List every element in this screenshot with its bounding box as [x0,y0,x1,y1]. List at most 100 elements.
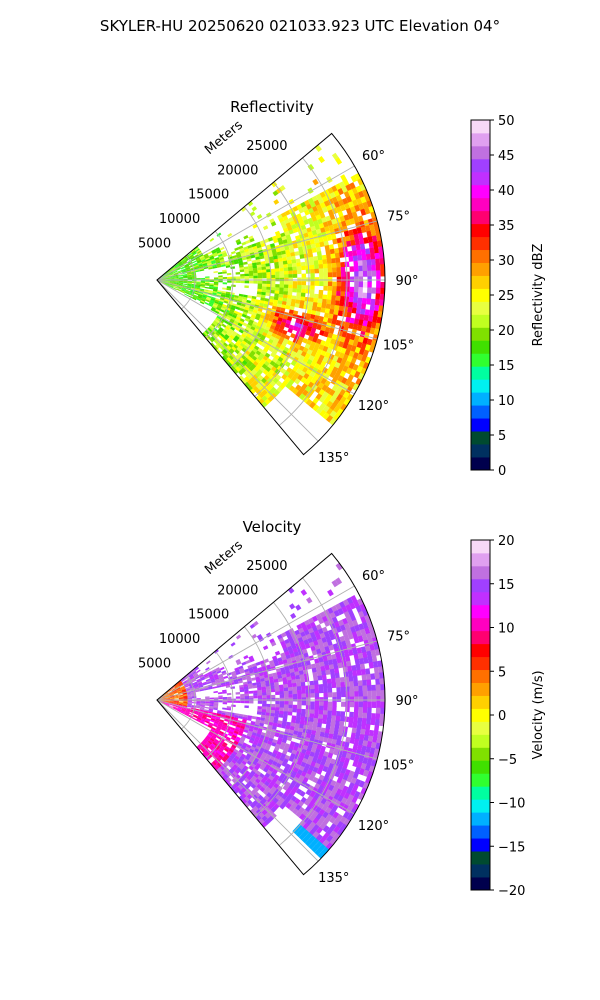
radar-cell [351,631,358,639]
radar-cell [172,707,177,711]
radar-cell [164,283,169,286]
radar-cell [283,270,289,275]
radar-cell [336,735,343,742]
radar-cell [302,396,310,403]
radar-cell [335,183,342,191]
radar-cell [335,157,343,165]
radar-cell [323,277,328,282]
radar-cell [239,318,245,323]
radar-cell [170,697,175,699]
radar-cell [226,305,232,310]
radar-cell [265,712,271,717]
radar-cell [210,728,216,732]
radar-cell [189,674,194,678]
radar-cell [332,413,341,421]
radar-cell [323,697,328,702]
radar-cell [342,811,350,819]
radar-cell [277,674,283,679]
radar-cell [238,260,243,264]
radar-cell [309,631,316,638]
radar-cell [224,729,230,733]
radar-cell [350,732,356,739]
radar-cell [204,750,210,755]
radar-cell [202,682,208,686]
radar-cell [174,264,179,268]
radar-cell [187,284,192,286]
radar-cell [217,252,223,256]
radar-cell [199,721,205,725]
radar-cell [215,668,221,673]
radar-cell [213,280,219,283]
radar-cell [161,701,166,704]
radar-cell [187,701,193,703]
radar-cell [257,775,263,782]
radar-cell [267,383,274,390]
radar-cell [348,255,354,262]
radar-cell [330,299,336,306]
radar-cell [262,789,269,796]
radar-cell [164,283,169,287]
radar-cell [236,722,242,726]
radar-cell [333,405,341,414]
radar-cell [161,281,166,284]
radar-cell [281,373,288,381]
radar-cell [264,806,271,813]
radar-cell [315,246,322,253]
radar-cell [218,700,223,703]
radar-cell [296,266,302,271]
radar-cell [288,281,293,285]
radar-cell [242,261,248,265]
radar-cell [331,318,337,325]
radar-cell [253,353,260,359]
radar-cell [274,287,280,291]
radar-cell [280,652,286,658]
radar-cell [353,712,359,718]
radar-cell [186,708,191,712]
radar-cell [353,297,358,304]
radar-cell [311,310,317,316]
radar-cell [165,697,170,699]
radar-cell [223,310,229,315]
radar-cell [165,282,170,285]
radar-cell [326,258,332,264]
radar-cell [195,256,200,260]
radar-cell [341,617,349,625]
radar-cell [214,318,220,323]
radar-cell [328,733,334,740]
radar-cell [187,252,193,257]
radar-cell [196,282,201,284]
radar-cell [322,398,330,406]
radar-cell [183,702,188,704]
radar-cell [305,701,311,706]
radar-cell [296,689,302,695]
radar-cell [193,262,198,266]
radar-cell [268,346,275,353]
radar-cell [314,697,320,702]
radar-cell [270,703,276,708]
radar-cell [363,751,370,759]
radar-cell [225,265,231,268]
radar-cell [253,280,258,284]
radar-cell [231,766,237,772]
radar-cell [367,735,374,743]
radar-cell [209,675,214,679]
radar-cell [311,756,318,763]
radar-cell [372,661,379,668]
radar-cell [366,758,373,766]
radar-cell [282,659,288,664]
radar-cell [260,717,266,722]
radar-cell [369,304,375,311]
radar-cell [270,709,275,714]
radar-cell [288,270,293,275]
radial-tick-label: 25000 [246,559,287,574]
radar-cell [213,675,219,679]
radar-cell [290,722,296,728]
radar-cell [243,796,250,802]
radar-cell [243,370,250,377]
radar-cell [237,364,244,370]
radar-cell [213,270,218,274]
radar-cell [242,742,248,747]
radar-cell [345,752,352,760]
radar-cell [164,283,170,286]
radar-cell [350,614,357,622]
